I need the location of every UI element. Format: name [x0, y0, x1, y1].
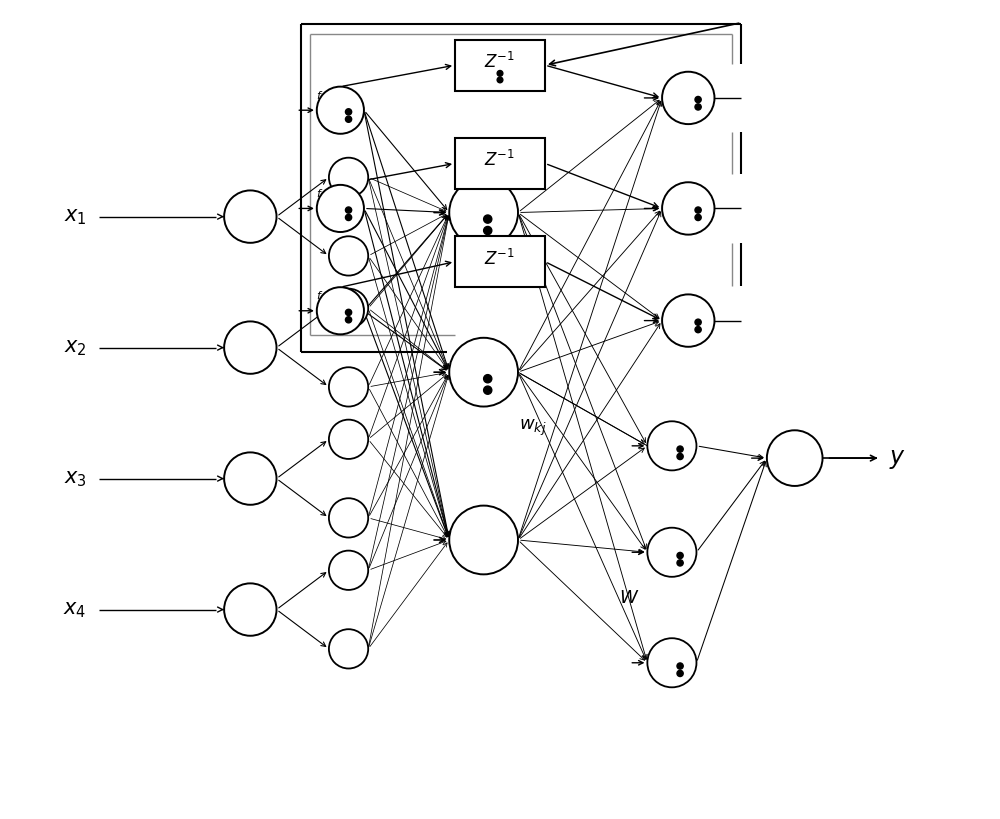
Circle shape	[329, 289, 368, 328]
Circle shape	[647, 422, 696, 471]
Circle shape	[329, 368, 368, 407]
Circle shape	[662, 295, 714, 347]
Circle shape	[484, 215, 492, 224]
Text: $x_1$: $x_1$	[64, 207, 87, 227]
Circle shape	[677, 663, 683, 669]
Circle shape	[345, 208, 352, 214]
Text: $Z^{-1}$: $Z^{-1}$	[484, 52, 516, 72]
Text: $x_3$: $x_3$	[64, 469, 87, 489]
Bar	[455, 237, 545, 287]
Circle shape	[224, 322, 277, 374]
Circle shape	[449, 506, 518, 575]
Circle shape	[317, 186, 364, 233]
Text: $f$: $f$	[316, 88, 324, 101]
Circle shape	[345, 117, 352, 123]
Text: $x_4$: $x_4$	[63, 600, 87, 620]
Circle shape	[345, 317, 352, 324]
Circle shape	[329, 420, 368, 459]
Circle shape	[695, 105, 701, 111]
Circle shape	[317, 287, 364, 335]
Circle shape	[449, 179, 518, 247]
Circle shape	[345, 310, 352, 316]
Text: $W$: $W$	[619, 589, 640, 607]
Circle shape	[767, 431, 823, 486]
Circle shape	[662, 73, 714, 125]
Circle shape	[497, 71, 503, 77]
Circle shape	[329, 159, 368, 197]
Circle shape	[317, 88, 364, 134]
Circle shape	[677, 553, 683, 559]
Circle shape	[662, 183, 714, 235]
Text: $Z^{-1}$: $Z^{-1}$	[484, 248, 516, 269]
Circle shape	[484, 227, 492, 235]
Circle shape	[677, 560, 683, 566]
Circle shape	[329, 237, 368, 276]
Circle shape	[449, 338, 518, 407]
Circle shape	[647, 639, 696, 687]
Text: $w_{kj}$: $w_{kj}$	[519, 418, 547, 437]
Circle shape	[329, 551, 368, 590]
Circle shape	[695, 327, 701, 333]
Circle shape	[345, 215, 352, 221]
Circle shape	[677, 446, 683, 453]
Bar	[455, 139, 545, 189]
Circle shape	[695, 215, 701, 221]
Circle shape	[677, 671, 683, 676]
Bar	[455, 41, 545, 92]
Circle shape	[484, 387, 492, 395]
Text: $y$: $y$	[889, 447, 906, 470]
Circle shape	[224, 191, 277, 243]
Circle shape	[647, 528, 696, 577]
Circle shape	[329, 630, 368, 668]
Circle shape	[497, 78, 503, 84]
Circle shape	[695, 319, 701, 326]
Text: $x_2$: $x_2$	[64, 338, 87, 358]
Circle shape	[695, 208, 701, 214]
Text: $f$: $f$	[316, 187, 324, 199]
Text: $f$: $f$	[316, 289, 324, 301]
Text: $Z^{-1}$: $Z^{-1}$	[484, 150, 516, 170]
Circle shape	[224, 453, 277, 505]
Circle shape	[677, 454, 683, 460]
Circle shape	[345, 110, 352, 115]
Circle shape	[329, 499, 368, 538]
Circle shape	[484, 375, 492, 383]
Circle shape	[695, 97, 701, 103]
Circle shape	[224, 584, 277, 636]
